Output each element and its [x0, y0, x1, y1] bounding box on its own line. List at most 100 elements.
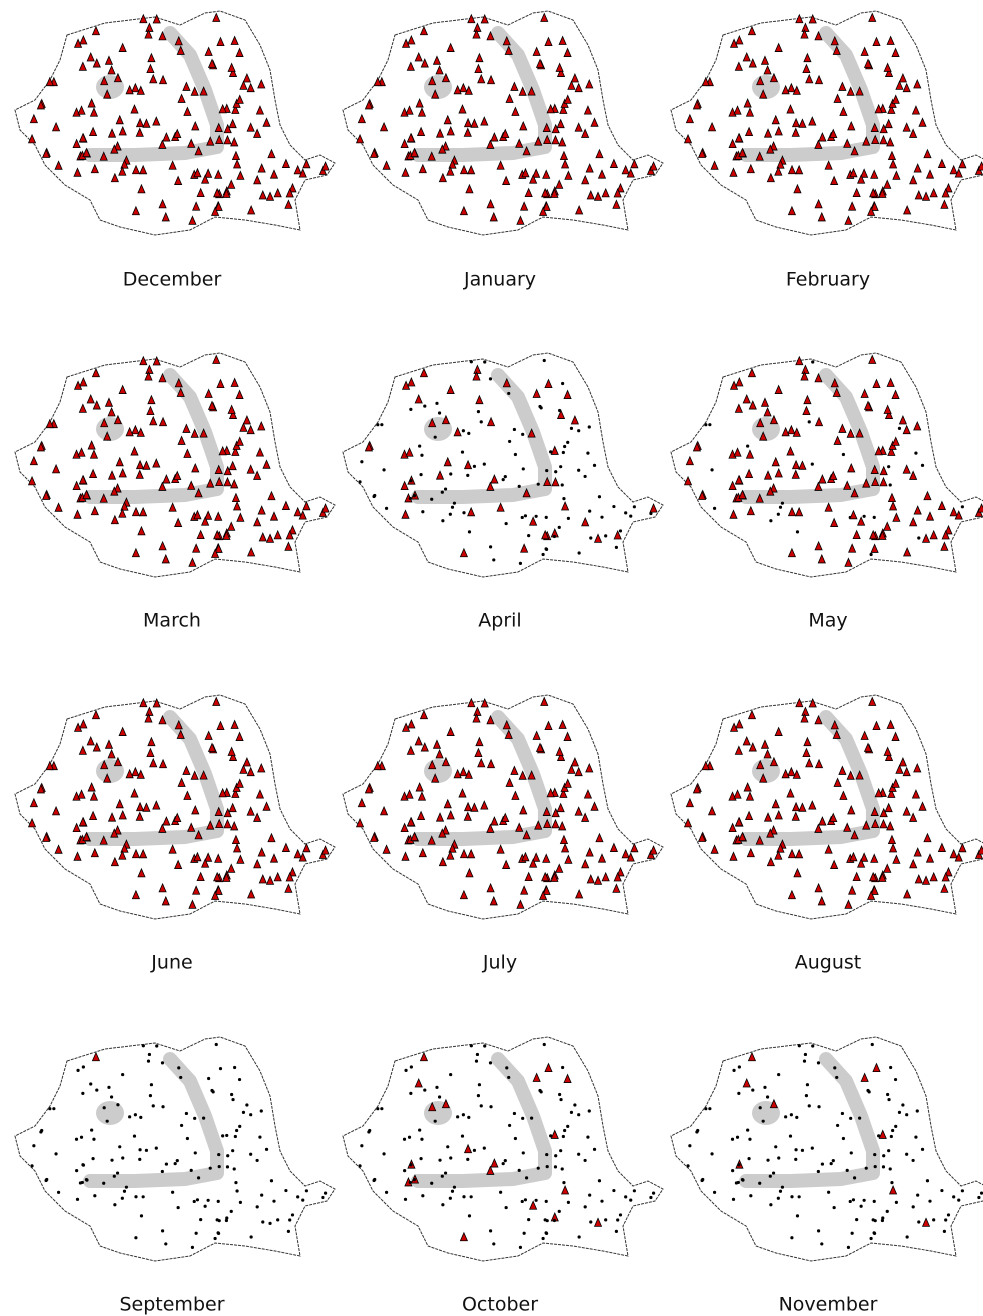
station-marker	[811, 360, 814, 363]
station-marker	[751, 1088, 754, 1091]
station-marker	[762, 1120, 765, 1123]
station-marker	[489, 1061, 492, 1064]
station-marker	[817, 1170, 820, 1173]
station-marker	[947, 1213, 950, 1216]
station-marker	[249, 1113, 252, 1116]
station-marker	[554, 470, 557, 473]
station-marker	[113, 1203, 116, 1206]
panel-label: June	[150, 952, 192, 974]
station-marker	[513, 1112, 516, 1115]
station-marker	[593, 1148, 596, 1151]
station-marker	[527, 1218, 530, 1221]
station-marker	[385, 507, 388, 510]
station-marker	[121, 1156, 124, 1159]
station-marker	[553, 1219, 556, 1222]
station-marker	[873, 516, 876, 519]
map-panel	[15, 1037, 335, 1261]
station-marker	[541, 553, 544, 556]
station-marker	[763, 1086, 766, 1089]
station-marker	[102, 1182, 105, 1185]
station-marker	[559, 1149, 562, 1152]
station-marker	[234, 1135, 237, 1138]
station-marker	[624, 511, 627, 514]
station-marker	[480, 420, 483, 423]
station-marker	[774, 1145, 777, 1148]
station-marker	[889, 483, 892, 486]
station-marker	[577, 1113, 580, 1116]
station-marker	[833, 1206, 836, 1209]
station-marker	[732, 1069, 735, 1072]
station-marker	[403, 1138, 406, 1141]
station-marker	[584, 1205, 587, 1208]
station-marker	[418, 1128, 421, 1131]
station-marker	[553, 535, 556, 538]
station-marker	[604, 534, 607, 537]
station-marker	[478, 1083, 481, 1086]
station-marker	[891, 1129, 894, 1132]
station-marker	[777, 1156, 780, 1159]
station-marker	[790, 1195, 793, 1198]
station-marker	[561, 1167, 564, 1170]
station-marker	[177, 1206, 180, 1209]
station-marker	[492, 558, 495, 561]
station-marker	[284, 1189, 287, 1192]
station-marker	[449, 1156, 452, 1159]
station-marker	[545, 516, 548, 519]
station-marker	[419, 473, 422, 476]
station-marker	[562, 1181, 565, 1184]
station-marker	[898, 427, 901, 430]
station-marker	[93, 1194, 96, 1197]
station-marker	[855, 1218, 858, 1221]
station-marker	[451, 506, 454, 509]
station-marker	[869, 553, 872, 556]
station-marker	[584, 475, 587, 478]
panel-label: April	[478, 610, 521, 632]
station-marker	[177, 1066, 180, 1069]
station-marker	[468, 530, 471, 533]
station-marker	[420, 454, 423, 457]
station-marker	[612, 505, 615, 508]
station-marker	[873, 1200, 876, 1203]
station-marker	[801, 1149, 804, 1152]
station-marker	[871, 1043, 874, 1046]
station-marker	[125, 1186, 128, 1189]
station-marker	[535, 515, 538, 518]
station-marker	[142, 1044, 145, 1047]
station-marker	[558, 409, 561, 412]
station-marker	[89, 1082, 92, 1085]
station-marker	[514, 1137, 517, 1140]
panel-label: December	[123, 269, 222, 291]
station-marker	[746, 444, 749, 447]
station-marker	[710, 468, 713, 471]
station-marker	[468, 1214, 471, 1217]
station-marker	[704, 423, 707, 426]
station-marker	[409, 1163, 412, 1166]
station-marker	[796, 530, 799, 533]
station-marker	[588, 1109, 591, 1112]
station-marker	[546, 1165, 549, 1168]
station-marker	[95, 1088, 98, 1091]
station-marker	[57, 1191, 60, 1194]
station-marker	[258, 1136, 261, 1139]
station-marker	[155, 1147, 158, 1150]
station-marker	[268, 1222, 271, 1225]
station-marker	[747, 1157, 750, 1160]
station-marker	[523, 1232, 526, 1235]
station-marker	[872, 1218, 875, 1221]
station-marker	[832, 1159, 835, 1162]
station-marker	[380, 423, 383, 426]
station-marker	[615, 546, 618, 549]
station-marker	[713, 507, 716, 510]
station-marker	[562, 497, 565, 500]
station-marker	[833, 1066, 836, 1069]
station-marker	[161, 1170, 164, 1173]
station-marker	[889, 1066, 892, 1069]
station-marker	[686, 1164, 689, 1167]
station-marker	[85, 1178, 88, 1181]
station-marker	[165, 1162, 168, 1165]
station-marker	[185, 1112, 188, 1115]
station-marker	[851, 1232, 854, 1235]
station-marker	[116, 1103, 119, 1106]
station-marker	[917, 1220, 920, 1223]
station-marker	[889, 1167, 892, 1170]
